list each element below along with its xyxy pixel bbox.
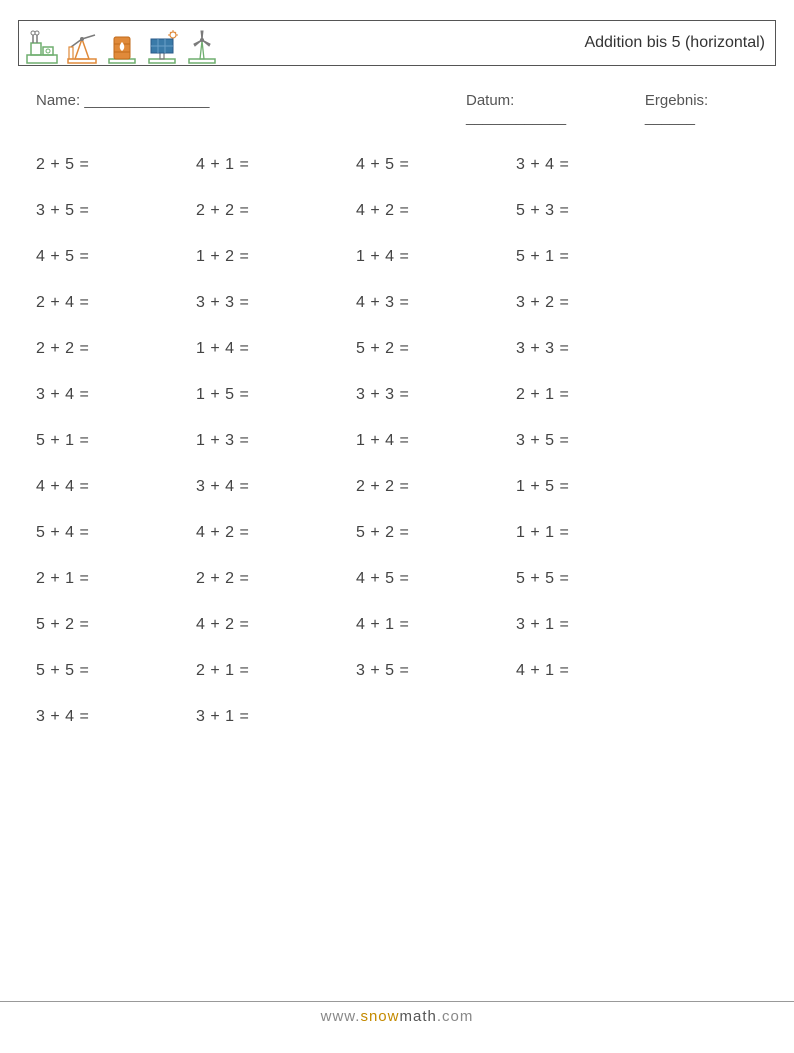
problem-cell: 1 + 4 = — [356, 432, 516, 450]
oil-pump-icon — [65, 29, 99, 65]
problem-cell: 2 + 1 = — [196, 662, 356, 680]
problem-cell: 1 + 2 = — [196, 248, 356, 266]
problem-cell: 1 + 4 = — [196, 340, 356, 358]
problem-cell: 2 + 2 = — [356, 478, 516, 496]
worksheet-title: Addition bis 5 (horizontal) — [584, 34, 765, 52]
problem-cell: 5 + 2 = — [356, 340, 516, 358]
problem-cell: 4 + 1 = — [516, 662, 676, 680]
problem-cell: 5 + 4 = — [36, 524, 196, 542]
problem-cell: 3 + 3 = — [196, 294, 356, 312]
problem-cell: 4 + 3 = — [356, 294, 516, 312]
problem-cell: 4 + 2 = — [196, 616, 356, 634]
problem-cell: 4 + 5 = — [356, 570, 516, 588]
problem-cell: 1 + 4 = — [356, 248, 516, 266]
problem-cell: 1 + 3 = — [196, 432, 356, 450]
footer: www.snowmath.com — [0, 1001, 794, 1025]
problem-cell: 4 + 5 = — [36, 248, 196, 266]
wind-turbine-icon — [185, 29, 219, 65]
problem-cell: 2 + 1 = — [36, 570, 196, 588]
problem-cell: 3 + 3 = — [356, 386, 516, 404]
footer-suffix: math — [400, 1008, 437, 1025]
problem-cell: 3 + 4 = — [36, 708, 196, 726]
problem-cell: 5 + 1 = — [516, 248, 676, 266]
header-bar: Addition bis 5 (horizontal) — [18, 20, 776, 66]
problem-cell: 5 + 3 = — [516, 202, 676, 220]
problem-cell: 2 + 2 = — [196, 202, 356, 220]
name-field-label: Name: _______________ — [36, 92, 466, 126]
problem-cell: 4 + 4 = — [36, 478, 196, 496]
problem-cell: 4 + 1 = — [196, 156, 356, 174]
header-icons — [25, 21, 219, 65]
footer-www: www. — [321, 1008, 361, 1025]
problem-cell: 3 + 5 = — [516, 432, 676, 450]
problem-cell — [516, 708, 676, 726]
problems-grid: 2 + 5 =4 + 1 =4 + 5 =3 + 4 =3 + 5 =2 + 2… — [18, 126, 776, 726]
problem-cell: 3 + 3 = — [516, 340, 676, 358]
problem-cell: 5 + 1 = — [36, 432, 196, 450]
problem-cell: 2 + 2 = — [196, 570, 356, 588]
problem-cell: 4 + 1 = — [356, 616, 516, 634]
problem-cell: 3 + 1 = — [516, 616, 676, 634]
problem-cell: 1 + 1 = — [516, 524, 676, 542]
meta-row: Name: _______________ Datum: ___________… — [18, 66, 776, 126]
worksheet-page: Addition bis 5 (horizontal) Name: ______… — [0, 0, 794, 1053]
footer-brand: snow — [360, 1008, 399, 1025]
problem-cell: 2 + 4 = — [36, 294, 196, 312]
problem-cell: 4 + 2 = — [356, 202, 516, 220]
problem-cell: 3 + 1 = — [196, 708, 356, 726]
problem-cell: 2 + 2 = — [36, 340, 196, 358]
problem-cell: 4 + 2 = — [196, 524, 356, 542]
oil-barrel-icon — [105, 29, 139, 65]
problem-cell: 2 + 5 = — [36, 156, 196, 174]
date-field-label: Datum: ____________ — [466, 92, 613, 126]
problem-cell: 3 + 4 = — [196, 478, 356, 496]
problem-cell: 5 + 5 = — [516, 570, 676, 588]
problem-cell — [356, 708, 516, 726]
factory-icon — [25, 29, 59, 65]
problem-cell: 5 + 2 = — [356, 524, 516, 542]
problem-cell: 1 + 5 = — [516, 478, 676, 496]
problem-cell: 3 + 5 = — [36, 202, 196, 220]
result-field-label: Ergebnis: ______ — [645, 92, 758, 126]
footer-tld: .com — [437, 1008, 474, 1025]
solar-panel-icon — [145, 29, 179, 65]
problem-cell: 3 + 5 = — [356, 662, 516, 680]
problem-cell: 5 + 5 = — [36, 662, 196, 680]
problem-cell: 3 + 2 = — [516, 294, 676, 312]
problem-cell: 5 + 2 = — [36, 616, 196, 634]
problem-cell: 3 + 4 = — [36, 386, 196, 404]
problem-cell: 3 + 4 = — [516, 156, 676, 174]
problem-cell: 4 + 5 = — [356, 156, 516, 174]
problem-cell: 2 + 1 = — [516, 386, 676, 404]
problem-cell: 1 + 5 = — [196, 386, 356, 404]
